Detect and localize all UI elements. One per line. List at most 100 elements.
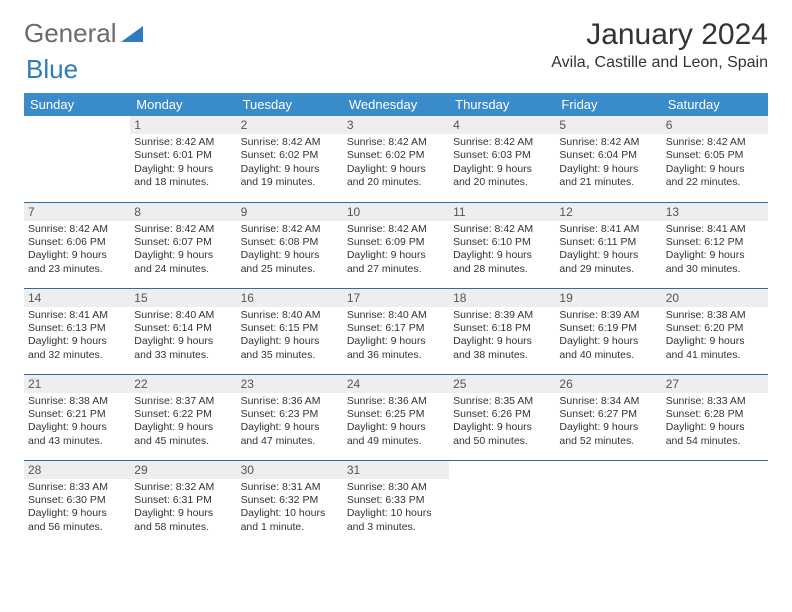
calendar-day-cell: 7Sunrise: 8:42 AMSunset: 6:06 PMDaylight… [24, 202, 130, 288]
logo: General [24, 18, 145, 49]
calendar-day-cell: 16Sunrise: 8:40 AMSunset: 6:15 PMDayligh… [237, 288, 343, 374]
day-number: 3 [343, 116, 449, 134]
day-number: 18 [449, 289, 555, 307]
day-number: 2 [237, 116, 343, 134]
calendar-day-cell: 17Sunrise: 8:40 AMSunset: 6:17 PMDayligh… [343, 288, 449, 374]
day-details: Sunrise: 8:34 AMSunset: 6:27 PMDaylight:… [555, 393, 661, 453]
day-details: Sunrise: 8:37 AMSunset: 6:22 PMDaylight:… [130, 393, 236, 453]
day-details: Sunrise: 8:42 AMSunset: 6:05 PMDaylight:… [662, 134, 768, 194]
day-number: 23 [237, 375, 343, 393]
day-number: 10 [343, 203, 449, 221]
day-number: 16 [237, 289, 343, 307]
day-details: Sunrise: 8:42 AMSunset: 6:02 PMDaylight:… [237, 134, 343, 194]
day-number: 13 [662, 203, 768, 221]
weekday-header: Thursday [449, 93, 555, 116]
day-number: 27 [662, 375, 768, 393]
day-details: Sunrise: 8:42 AMSunset: 6:08 PMDaylight:… [237, 221, 343, 281]
calendar-week-row: 7Sunrise: 8:42 AMSunset: 6:06 PMDaylight… [24, 202, 768, 288]
weekday-header: Sunday [24, 93, 130, 116]
day-number: 7 [24, 203, 130, 221]
day-details: Sunrise: 8:36 AMSunset: 6:25 PMDaylight:… [343, 393, 449, 453]
calendar-day-cell: 13Sunrise: 8:41 AMSunset: 6:12 PMDayligh… [662, 202, 768, 288]
calendar-week-row: 14Sunrise: 8:41 AMSunset: 6:13 PMDayligh… [24, 288, 768, 374]
day-number: 11 [449, 203, 555, 221]
calendar-day-cell: 25Sunrise: 8:35 AMSunset: 6:26 PMDayligh… [449, 374, 555, 460]
day-number: 28 [24, 461, 130, 479]
calendar-day-cell: 5Sunrise: 8:42 AMSunset: 6:04 PMDaylight… [555, 116, 661, 202]
day-details: Sunrise: 8:40 AMSunset: 6:17 PMDaylight:… [343, 307, 449, 367]
day-number: 21 [24, 375, 130, 393]
calendar-day-cell: 14Sunrise: 8:41 AMSunset: 6:13 PMDayligh… [24, 288, 130, 374]
day-number: 4 [449, 116, 555, 134]
day-details: Sunrise: 8:35 AMSunset: 6:26 PMDaylight:… [449, 393, 555, 453]
day-number: 12 [555, 203, 661, 221]
calendar-day-cell: 22Sunrise: 8:37 AMSunset: 6:22 PMDayligh… [130, 374, 236, 460]
day-number: 25 [449, 375, 555, 393]
calendar-day-cell: 31Sunrise: 8:30 AMSunset: 6:33 PMDayligh… [343, 460, 449, 546]
day-details: Sunrise: 8:40 AMSunset: 6:14 PMDaylight:… [130, 307, 236, 367]
day-number: 8 [130, 203, 236, 221]
day-number: 6 [662, 116, 768, 134]
day-details: Sunrise: 8:41 AMSunset: 6:13 PMDaylight:… [24, 307, 130, 367]
calendar-day-cell: 27Sunrise: 8:33 AMSunset: 6:28 PMDayligh… [662, 374, 768, 460]
day-details: Sunrise: 8:42 AMSunset: 6:10 PMDaylight:… [449, 221, 555, 281]
weekday-header: Wednesday [343, 93, 449, 116]
day-number: 1 [130, 116, 236, 134]
day-number: 26 [555, 375, 661, 393]
calendar-day-cell: 19Sunrise: 8:39 AMSunset: 6:19 PMDayligh… [555, 288, 661, 374]
day-number: 17 [343, 289, 449, 307]
calendar-day-cell: 10Sunrise: 8:42 AMSunset: 6:09 PMDayligh… [343, 202, 449, 288]
day-details: Sunrise: 8:41 AMSunset: 6:11 PMDaylight:… [555, 221, 661, 281]
calendar-day-cell: 11Sunrise: 8:42 AMSunset: 6:10 PMDayligh… [449, 202, 555, 288]
day-details: Sunrise: 8:42 AMSunset: 6:07 PMDaylight:… [130, 221, 236, 281]
day-details: Sunrise: 8:36 AMSunset: 6:23 PMDaylight:… [237, 393, 343, 453]
calendar-day-cell: 1Sunrise: 8:42 AMSunset: 6:01 PMDaylight… [130, 116, 236, 202]
calendar-day-cell: 26Sunrise: 8:34 AMSunset: 6:27 PMDayligh… [555, 374, 661, 460]
day-number: 15 [130, 289, 236, 307]
calendar-body: 1Sunrise: 8:42 AMSunset: 6:01 PMDaylight… [24, 116, 768, 546]
calendar-day-cell: 30Sunrise: 8:31 AMSunset: 6:32 PMDayligh… [237, 460, 343, 546]
calendar-week-row: 28Sunrise: 8:33 AMSunset: 6:30 PMDayligh… [24, 460, 768, 546]
day-details: Sunrise: 8:39 AMSunset: 6:18 PMDaylight:… [449, 307, 555, 367]
weekday-header: Tuesday [237, 93, 343, 116]
calendar-day-cell: 9Sunrise: 8:42 AMSunset: 6:08 PMDaylight… [237, 202, 343, 288]
calendar-week-row: 21Sunrise: 8:38 AMSunset: 6:21 PMDayligh… [24, 374, 768, 460]
day-details: Sunrise: 8:42 AMSunset: 6:02 PMDaylight:… [343, 134, 449, 194]
logo-text-1: General [24, 18, 117, 49]
calendar-day-cell: 24Sunrise: 8:36 AMSunset: 6:25 PMDayligh… [343, 374, 449, 460]
day-details: Sunrise: 8:32 AMSunset: 6:31 PMDaylight:… [130, 479, 236, 539]
day-number: 22 [130, 375, 236, 393]
day-details: Sunrise: 8:40 AMSunset: 6:15 PMDaylight:… [237, 307, 343, 367]
weekday-header: Saturday [662, 93, 768, 116]
day-details: Sunrise: 8:39 AMSunset: 6:19 PMDaylight:… [555, 307, 661, 367]
logo-triangle-icon [121, 24, 145, 44]
calendar-day-cell [555, 460, 661, 546]
calendar-day-cell: 4Sunrise: 8:42 AMSunset: 6:03 PMDaylight… [449, 116, 555, 202]
day-number: 24 [343, 375, 449, 393]
calendar-day-cell: 18Sunrise: 8:39 AMSunset: 6:18 PMDayligh… [449, 288, 555, 374]
day-details: Sunrise: 8:42 AMSunset: 6:03 PMDaylight:… [449, 134, 555, 194]
day-number: 14 [24, 289, 130, 307]
weekday-header: Monday [130, 93, 236, 116]
calendar-day-cell: 6Sunrise: 8:42 AMSunset: 6:05 PMDaylight… [662, 116, 768, 202]
calendar-header-row: SundayMondayTuesdayWednesdayThursdayFrid… [24, 93, 768, 116]
day-number: 19 [555, 289, 661, 307]
calendar-table: SundayMondayTuesdayWednesdayThursdayFrid… [24, 93, 768, 546]
weekday-header: Friday [555, 93, 661, 116]
day-details: Sunrise: 8:30 AMSunset: 6:33 PMDaylight:… [343, 479, 449, 539]
day-details: Sunrise: 8:33 AMSunset: 6:28 PMDaylight:… [662, 393, 768, 453]
day-details: Sunrise: 8:42 AMSunset: 6:04 PMDaylight:… [555, 134, 661, 194]
calendar-day-cell: 12Sunrise: 8:41 AMSunset: 6:11 PMDayligh… [555, 202, 661, 288]
day-number: 29 [130, 461, 236, 479]
calendar-day-cell: 15Sunrise: 8:40 AMSunset: 6:14 PMDayligh… [130, 288, 236, 374]
calendar-day-cell: 2Sunrise: 8:42 AMSunset: 6:02 PMDaylight… [237, 116, 343, 202]
calendar-day-cell: 28Sunrise: 8:33 AMSunset: 6:30 PMDayligh… [24, 460, 130, 546]
day-details: Sunrise: 8:38 AMSunset: 6:21 PMDaylight:… [24, 393, 130, 453]
day-details: Sunrise: 8:41 AMSunset: 6:12 PMDaylight:… [662, 221, 768, 281]
day-number: 5 [555, 116, 661, 134]
day-number: 9 [237, 203, 343, 221]
calendar-day-cell [24, 116, 130, 202]
calendar-day-cell [662, 460, 768, 546]
day-details: Sunrise: 8:31 AMSunset: 6:32 PMDaylight:… [237, 479, 343, 539]
calendar-day-cell [449, 460, 555, 546]
